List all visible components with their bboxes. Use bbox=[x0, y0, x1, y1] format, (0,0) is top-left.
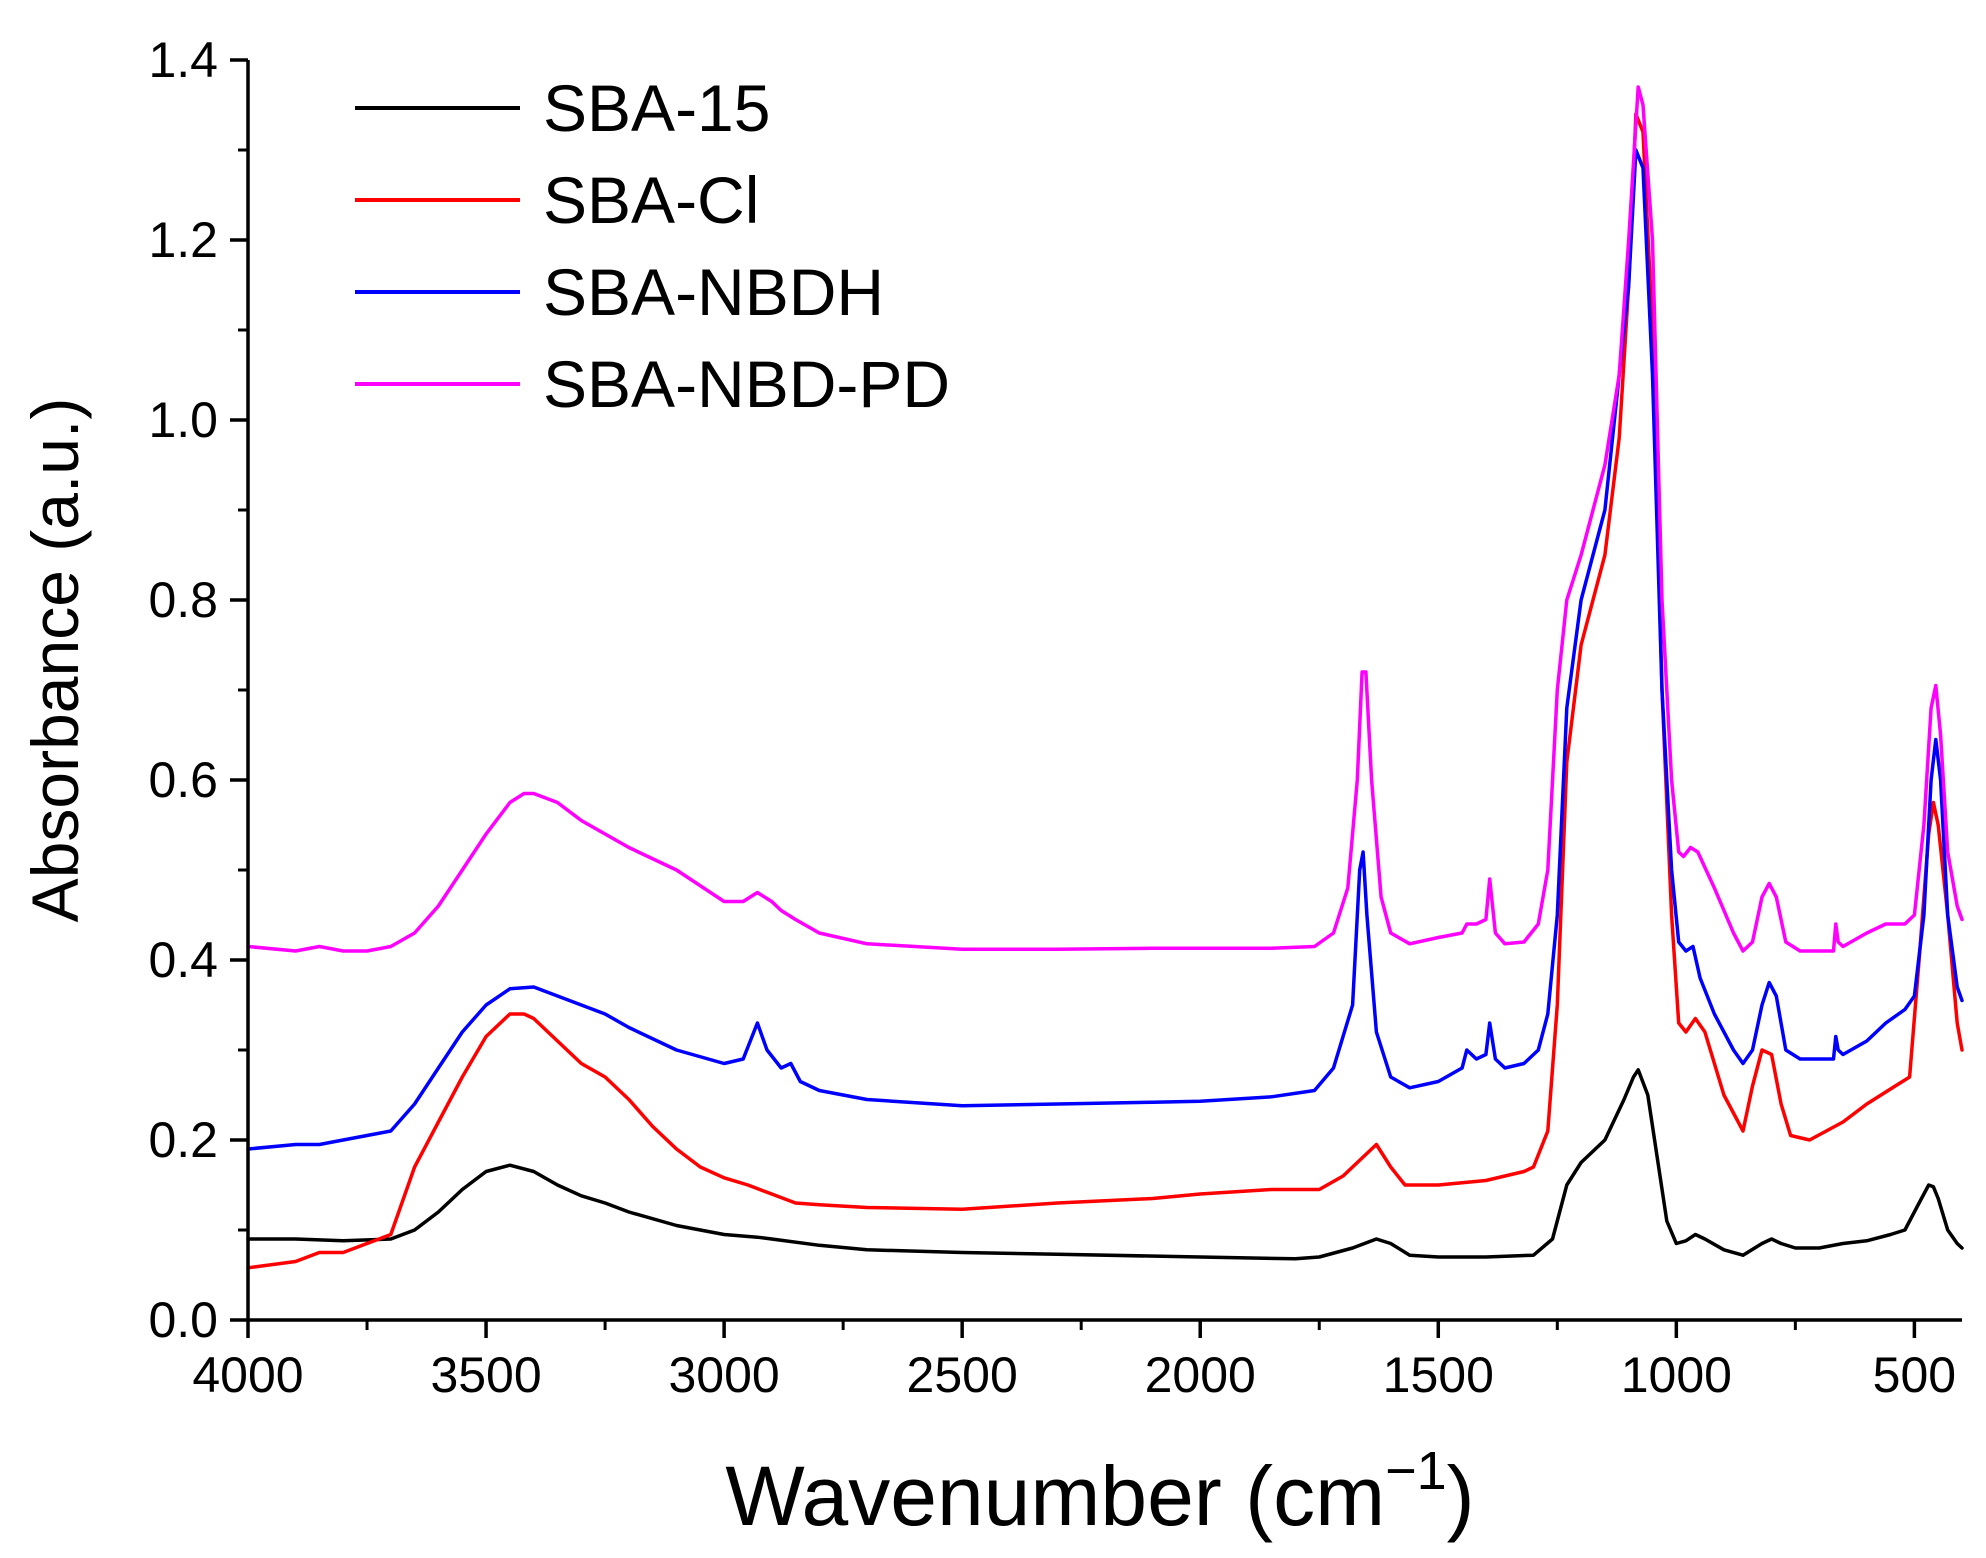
y-axis-title: Absorbance (a.u.) bbox=[18, 398, 92, 923]
y-tick-label-1.2: 1.2 bbox=[148, 212, 218, 268]
x-axis-title-close: ) bbox=[1447, 1449, 1475, 1543]
ticks-group: 4000 3500 3000 2500 2000 1500 1000 500 0.0 0.2 0.4… bbox=[148, 32, 1956, 1403]
x-tick-label-4000: 4000 bbox=[192, 1347, 303, 1403]
y-tick-label-0.4: 0.4 bbox=[148, 932, 218, 988]
x-tick-label-3000: 3000 bbox=[668, 1347, 779, 1403]
x-axis-title-sup: −1 bbox=[1385, 1441, 1447, 1501]
y-tick-label-1: 1.0 bbox=[148, 392, 218, 448]
y-tick-label-0.2: 0.2 bbox=[148, 1112, 218, 1168]
legend-label-sba-nbd-pd: SBA-NBD-PD bbox=[543, 347, 950, 421]
y-tick-label-0.8: 0.8 bbox=[148, 572, 218, 628]
x-tick-label-1500: 1500 bbox=[1383, 1347, 1494, 1403]
x-tick-label-2500: 2500 bbox=[907, 1347, 1018, 1403]
y-tick-label-0: 0.0 bbox=[148, 1292, 218, 1348]
series-line-sba-nbdh bbox=[246, 148, 1964, 1151]
x-axis-title: Wavenumber (cm−1) bbox=[725, 1441, 1474, 1543]
x-tick-label-500: 500 bbox=[1873, 1347, 1956, 1403]
legend: SBA-15 SBA-Cl SBA-NBDH SBA-NBD-PD bbox=[355, 71, 950, 421]
x-tick-label-3500: 3500 bbox=[430, 1347, 541, 1403]
y-tick-label-1.4: 1.4 bbox=[148, 32, 218, 88]
series-group bbox=[246, 85, 1964, 1270]
series-line-sba-nbd-pd bbox=[246, 85, 1964, 953]
y-tick-label-0.6: 0.6 bbox=[148, 752, 218, 808]
axes-group bbox=[246, 60, 1962, 1322]
legend-label-sba-nbdh: SBA-NBDH bbox=[543, 255, 884, 329]
legend-label-sba-15: SBA-15 bbox=[543, 71, 770, 145]
series-line-sba-15 bbox=[246, 1068, 1964, 1261]
legend-label-sba-cl: SBA-Cl bbox=[543, 163, 759, 237]
x-axis-title-main: Wavenumber (cm bbox=[725, 1449, 1385, 1543]
series-line-sba-cl bbox=[246, 112, 1964, 1270]
x-tick-label-1000: 1000 bbox=[1621, 1347, 1732, 1403]
x-tick-label-2000: 2000 bbox=[1145, 1347, 1256, 1403]
